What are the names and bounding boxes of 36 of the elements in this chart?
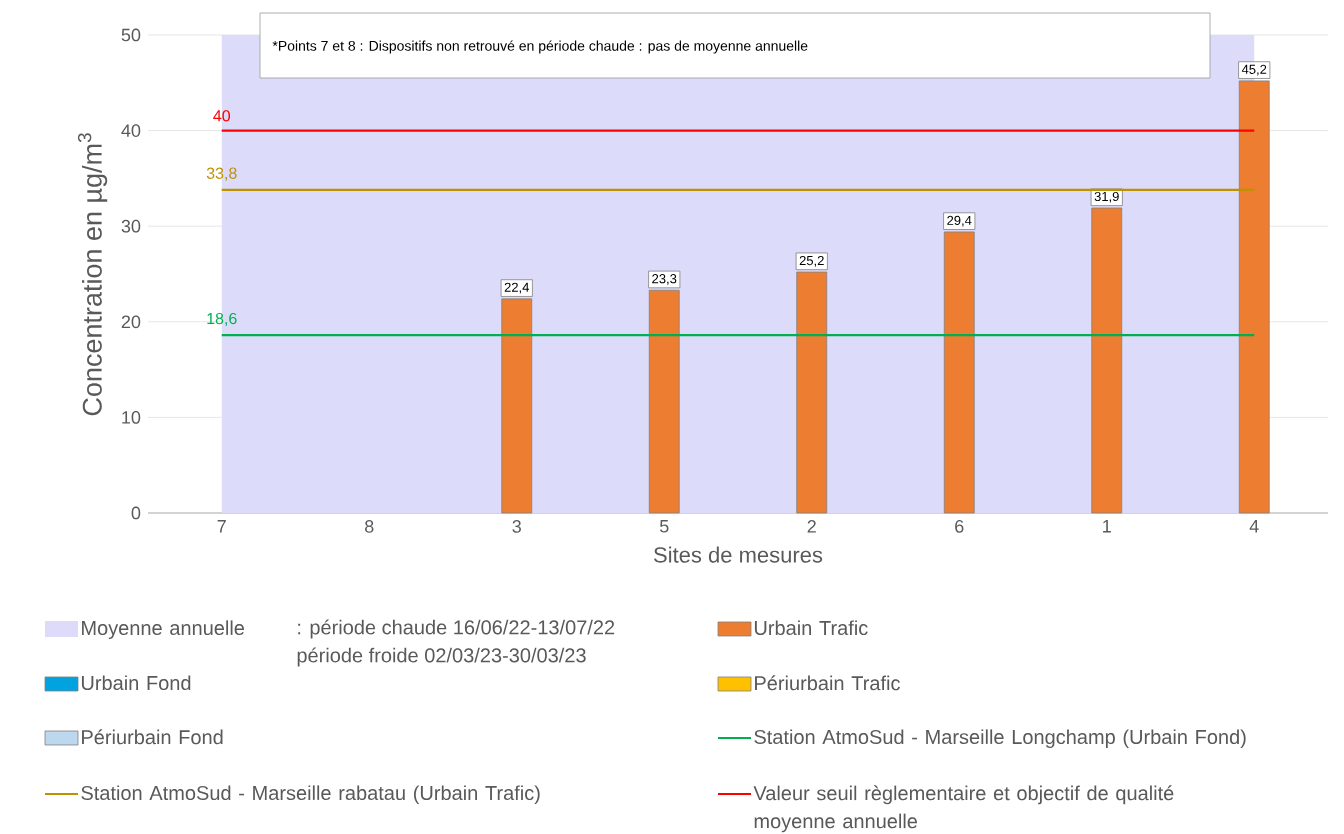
x-tick-label: 1	[1103, 520, 1111, 533]
data-label: 33,8	[206, 167, 237, 181]
data-label: 18,6	[207, 312, 237, 327]
data-label: 25,2	[799, 255, 824, 267]
x-tick-label: 5	[659, 520, 669, 533]
y-tick-label: 30	[121, 219, 141, 233]
legend-label: Moyenne annuelle	[82, 620, 245, 640]
legend-label: Station AtmoSud - Marseille rabatau (Urbain Trafic)	[81, 785, 540, 805]
legend-label: Périurbain Trafic	[755, 675, 900, 691]
x-axis-title: Sites de mesures	[654, 546, 823, 563]
y-tick-label: 40	[121, 124, 141, 137]
x-tick-label: 4	[1249, 520, 1259, 533]
y-axis-title: Concentration en µg/m$^{3}$	[77, 133, 108, 416]
data-label: 40	[213, 110, 231, 122]
data-label: 45,2	[1241, 64, 1267, 76]
legend-label: Valeur seuil règlementaire et objectif de qualité moyenne annuelle	[753, 785, 1174, 833]
text: : période chaude 16/06/22-13/07/22	[298, 619, 615, 639]
annotation: *Points 7 et 8 : Dispositifs non retrouvé en période chaude : pas de moyenne annuelle	[272, 40, 808, 54]
x-tick-label: 2	[807, 520, 816, 533]
x-tick-label: 6	[955, 520, 964, 533]
x-tick-label: 7	[217, 520, 226, 533]
legend-label: Urbain Trafic	[754, 620, 868, 636]
data-label: 29,4	[947, 215, 972, 227]
legend-label: Urbain Fond	[81, 675, 191, 691]
legend-label: Périurbain Fond	[82, 729, 223, 745]
x-tick-label: 8	[365, 520, 374, 533]
text: période froide 02/03/23-30/03/23	[297, 647, 586, 667]
y-tick-label: 0	[131, 506, 141, 520]
y-tick-label: 50	[121, 28, 141, 42]
legend-label: Station AtmoSud - Marseille Longchamp (Urbain Fond)	[754, 729, 1246, 749]
data-label: 31,9	[1094, 191, 1119, 203]
y-tick-label: 10	[122, 411, 141, 424]
x-tick-label: 3	[512, 520, 521, 533]
y-tick-label: 20	[121, 315, 141, 329]
data-label: 22,4	[504, 282, 530, 294]
data-label: 23,3	[652, 274, 677, 285]
